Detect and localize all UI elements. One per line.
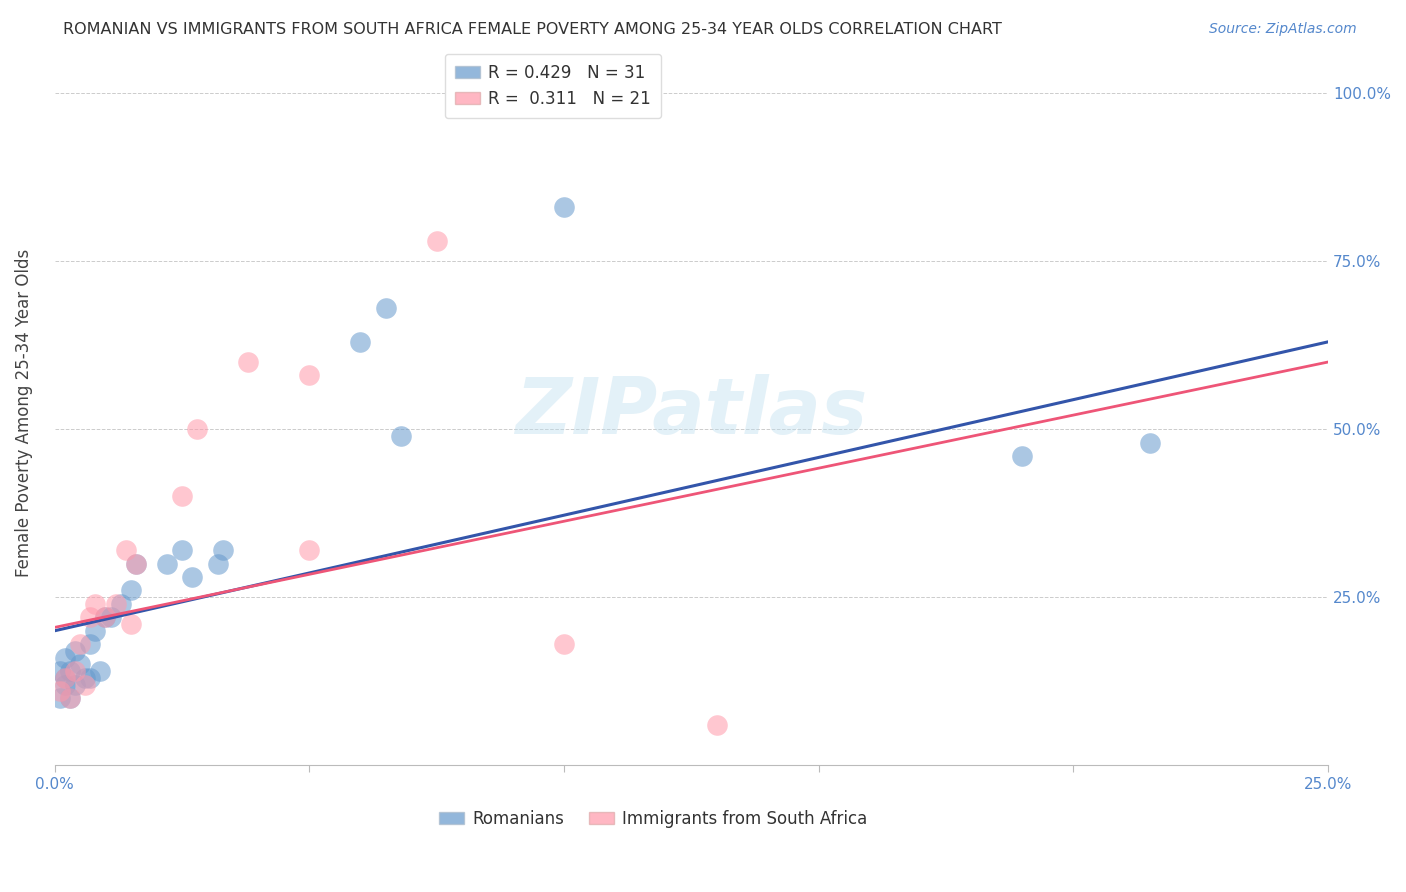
Point [79,671,101,685]
Point [236,355,259,369]
Point [170,489,193,503]
Point [59,690,82,705]
Point [125,557,148,571]
Point [298,368,321,383]
Point [84,624,107,638]
Point [426,234,449,248]
Point [69,657,91,672]
Point [69,637,91,651]
Point [63,644,86,658]
Point [170,543,193,558]
Point [207,557,229,571]
Point [53,650,76,665]
Point [553,637,575,651]
Point [1011,449,1033,463]
Point [104,597,127,611]
Point [63,677,86,691]
Text: ROMANIAN VS IMMIGRANTS FROM SOUTH AFRICA FEMALE POVERTY AMONG 25-34 YEAR OLDS CO: ROMANIAN VS IMMIGRANTS FROM SOUTH AFRICA… [63,22,1002,37]
Point [94,610,117,624]
Point [155,557,177,571]
Point [374,301,396,316]
Point [706,718,728,732]
Point [1139,435,1161,450]
Point [120,583,142,598]
Point [298,543,321,558]
Point [53,677,76,691]
Point [48,684,70,698]
Point [553,201,575,215]
Point [211,543,233,558]
Point [63,664,86,678]
Point [186,422,208,436]
Point [115,543,138,558]
Y-axis label: Female Poverty Among 25-34 Year Olds: Female Poverty Among 25-34 Year Olds [15,248,32,576]
Point [110,597,132,611]
Point [181,570,204,584]
Point [79,637,101,651]
Point [53,671,76,685]
Point [53,671,76,685]
Point [120,617,142,632]
Point [59,690,82,705]
Point [84,597,107,611]
Point [75,671,97,685]
Point [48,690,70,705]
Point [48,664,70,678]
Point [349,334,371,349]
Point [59,664,82,678]
Legend: Romanians, Immigrants from South Africa: Romanians, Immigrants from South Africa [432,803,875,834]
Point [389,429,412,443]
Point [79,610,101,624]
Point [125,557,148,571]
Text: ZIPatlas: ZIPatlas [515,375,868,450]
Point [75,677,97,691]
Point [94,610,117,624]
Point [89,664,111,678]
Point [100,610,122,624]
Text: Source: ZipAtlas.com: Source: ZipAtlas.com [1209,22,1357,37]
